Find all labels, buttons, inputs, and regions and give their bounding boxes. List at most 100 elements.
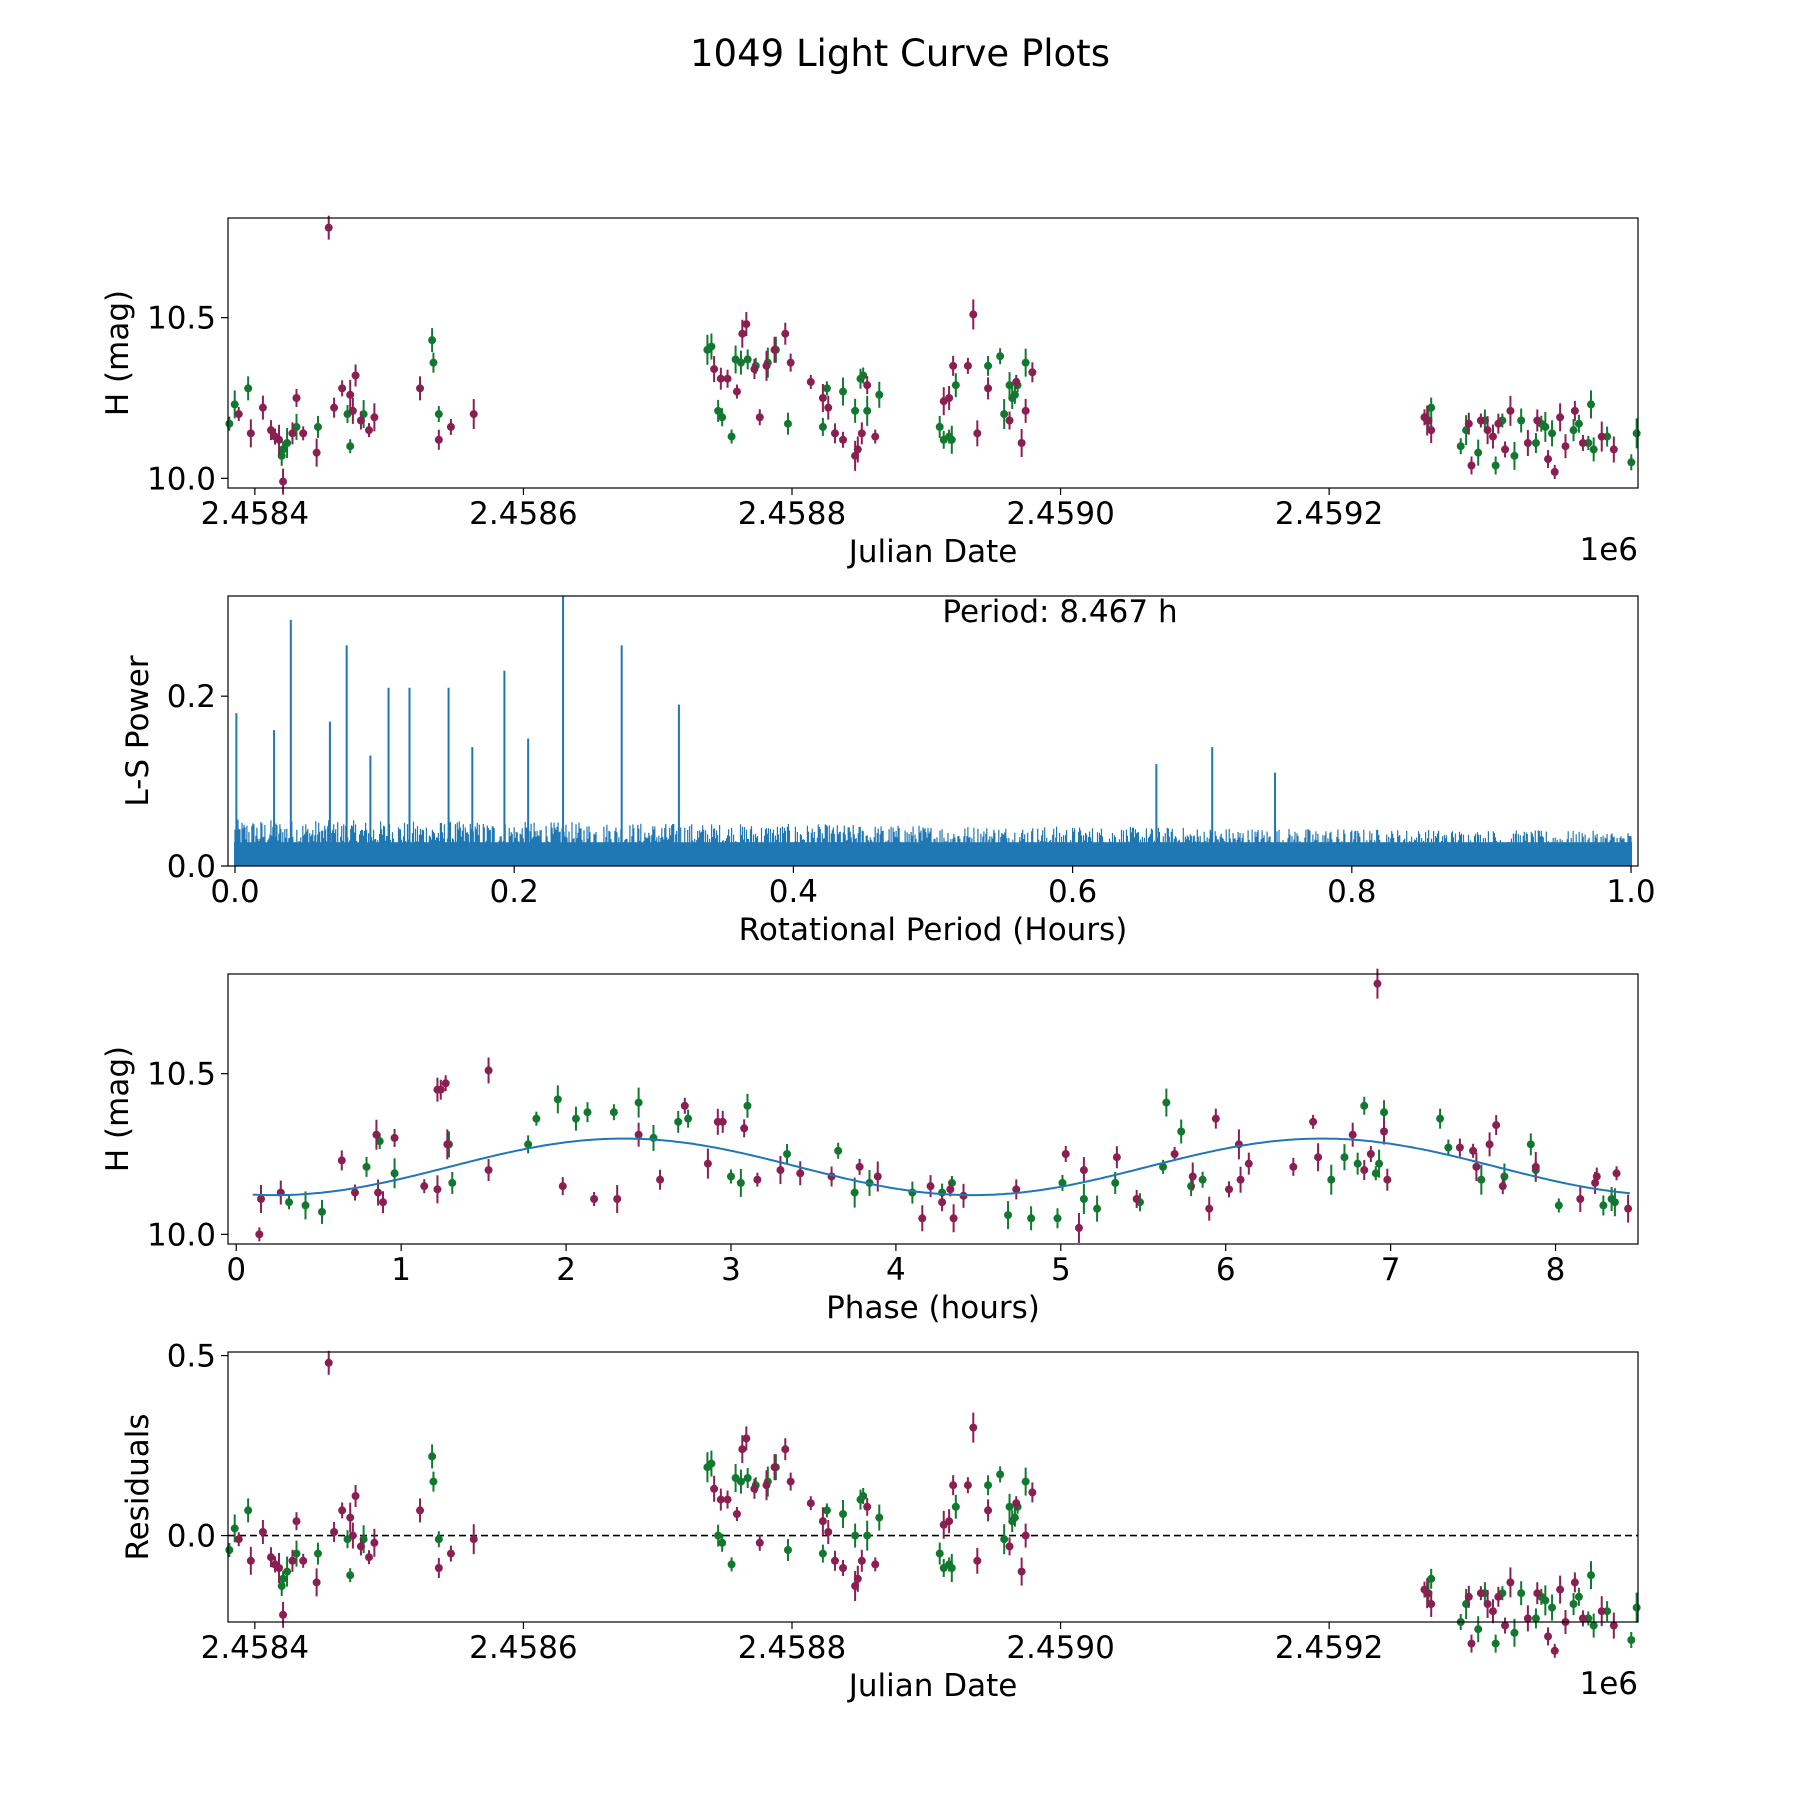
residuals-xtick-label: 2.4588 — [738, 1630, 846, 1666]
lightcurve-point-maroon — [1550, 467, 1559, 476]
phased-point-maroon — [1170, 1150, 1179, 1158]
phased-point-green — [1058, 1178, 1067, 1187]
lightcurve-ytick-label: 10.5 — [147, 301, 216, 337]
residuals-point-maroon — [266, 1553, 275, 1562]
phased-point-green — [1177, 1127, 1186, 1136]
lightcurve-point-maroon — [742, 320, 751, 329]
residuals-point-maroon — [258, 1528, 267, 1536]
residuals-point-maroon — [945, 1517, 954, 1526]
phased-xtick-label: 0 — [226, 1252, 246, 1288]
residuals-point-green — [1569, 1600, 1578, 1608]
phased-point-maroon — [1205, 1204, 1214, 1213]
phased-point-maroon — [926, 1182, 935, 1191]
lightcurve-point-maroon — [370, 413, 379, 422]
lightcurve-point-green — [1510, 451, 1519, 460]
phased-point-green — [318, 1207, 326, 1216]
phased-point-green — [634, 1098, 643, 1107]
residuals-xtick-label: 2.4592 — [1275, 1630, 1383, 1666]
residuals-point-maroon — [853, 1574, 862, 1583]
phased-point-maroon — [1380, 1127, 1389, 1136]
phased-point-maroon — [1455, 1143, 1464, 1152]
residuals-point-maroon — [1423, 1589, 1432, 1598]
phased-point-maroon — [634, 1130, 643, 1139]
residuals-point-maroon — [750, 1484, 759, 1493]
residuals-point-maroon — [824, 1528, 833, 1536]
lightcurve-point-green — [851, 406, 860, 415]
residuals-point-maroon — [416, 1506, 425, 1515]
phased-point-maroon — [441, 1079, 450, 1088]
residuals-point-green — [736, 1477, 745, 1486]
lightcurve-point-maroon — [469, 410, 478, 419]
lightcurve-point-green — [1456, 442, 1465, 451]
residuals-point-maroon — [839, 1564, 848, 1572]
phased-point-green — [609, 1108, 618, 1117]
phased-point-green — [1111, 1178, 1120, 1187]
lightcurve-point-maroon — [723, 374, 732, 383]
phased-point-maroon — [1225, 1185, 1234, 1194]
lightcurve-point-maroon — [863, 381, 872, 390]
phased-point-maroon — [1236, 1175, 1245, 1184]
lightcurve-point-maroon — [1556, 413, 1565, 422]
residuals-point-maroon — [723, 1495, 732, 1504]
panel-periodogram: 0.0 0.2 0.4 0.6 0.8 1.0 0.0 0.2 Period: 8.467 h… — [120, 594, 1656, 948]
lightcurve-ylabel: H (mag) — [100, 290, 136, 416]
phased-point-maroon — [1348, 1130, 1357, 1139]
phased-point-maroon — [1360, 1166, 1369, 1175]
periodogram-xlabel: Rotational Period (Hours) — [739, 912, 1128, 948]
phased-point-maroon — [436, 1085, 445, 1094]
phased-point-maroon — [918, 1214, 927, 1223]
phased-point-green — [726, 1172, 735, 1181]
phased-point-maroon — [1498, 1182, 1507, 1191]
lightcurve-point-maroon — [1483, 426, 1492, 435]
residuals-point-green — [707, 1459, 716, 1468]
lightcurve-point-maroon — [1570, 406, 1579, 415]
residuals-point-green — [935, 1549, 944, 1558]
phased-point-maroon — [337, 1156, 346, 1165]
residuals-point-maroon — [1578, 1614, 1587, 1623]
lightcurve-point-green — [984, 361, 993, 370]
lightcurve-point-green — [313, 422, 322, 431]
phased-point-green — [1371, 1169, 1380, 1178]
lightcurve-point-maroon — [818, 394, 827, 402]
residuals-point-maroon — [1488, 1607, 1497, 1616]
lightcurve-point-maroon — [710, 365, 719, 374]
residuals-point-green — [1491, 1639, 1500, 1648]
phased-point-maroon — [256, 1195, 265, 1203]
lightcurve-point-green — [1427, 403, 1436, 412]
lightcurve-point-maroon — [1544, 455, 1553, 464]
residuals-point-maroon — [770, 1463, 779, 1472]
lightcurve-point-maroon — [770, 345, 779, 354]
residuals-point-green — [434, 1535, 443, 1544]
panel-residuals: 2.4584 2.4586 2.4588 2.4590 2.4592 0.0 0.5 Jul… — [120, 1339, 1641, 1704]
phased-point-maroon — [1492, 1121, 1501, 1130]
phased-point-maroon — [1012, 1185, 1021, 1194]
phased-point-green — [571, 1114, 580, 1123]
phased-point-green — [362, 1162, 371, 1171]
phased-point-green — [553, 1095, 562, 1104]
panel-lightcurve: 2.4584 2.4586 2.4588 2.4590 2.4592 10.0 10.5 J… — [100, 215, 1641, 570]
residuals-point-green — [1510, 1628, 1519, 1637]
lightcurve-point-maroon — [288, 429, 297, 438]
residuals-point-maroon — [1570, 1578, 1579, 1587]
residuals-point-green — [279, 1574, 288, 1583]
residuals-point-maroon — [299, 1556, 308, 1565]
phased-xtick-label: 1 — [391, 1252, 411, 1288]
lightcurve-point-maroon — [234, 410, 243, 419]
residuals-x-offset: 1e6 — [1579, 1666, 1638, 1702]
lightcurve-point-green — [346, 442, 355, 451]
lightcurve-point-maroon — [346, 390, 355, 399]
lightcurve-point-maroon — [1494, 419, 1503, 428]
residuals-point-maroon — [346, 1513, 355, 1522]
periodogram-xtick-label: 0.2 — [490, 874, 539, 910]
phased-point-maroon — [379, 1198, 388, 1207]
residuals-point-green — [1021, 1477, 1030, 1486]
residuals-point-maroon — [781, 1445, 790, 1454]
lightcurve-point-green — [859, 371, 868, 380]
lightcurve-point-maroon — [857, 429, 866, 438]
lightcurve-point-maroon — [1021, 406, 1030, 415]
phased-point-maroon — [1469, 1146, 1478, 1155]
lightcurve-point-green — [1474, 448, 1483, 457]
phased-point-maroon — [372, 1130, 381, 1139]
phased-point-maroon — [443, 1140, 452, 1149]
residuals-point-maroon — [1028, 1488, 1037, 1497]
